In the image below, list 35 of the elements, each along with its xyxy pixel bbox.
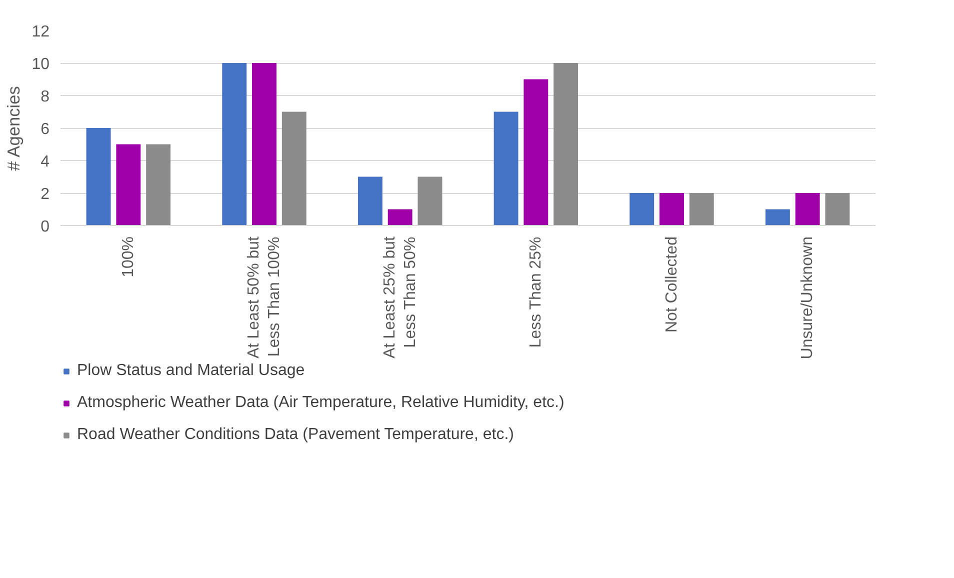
bar: [689, 193, 714, 226]
bar: [524, 79, 548, 226]
y-tick-label: 2: [40, 186, 50, 203]
y-tick-label: 6: [40, 121, 50, 138]
bar: [630, 193, 654, 226]
y-tick-label: 12: [32, 24, 50, 40]
bar: [388, 209, 412, 226]
x-tick-label: Not Collected: [663, 236, 680, 333]
y-tick-label: 4: [40, 154, 50, 170]
bar: [358, 176, 382, 226]
bar: [494, 112, 518, 226]
bar: [554, 63, 578, 226]
bar: [795, 193, 820, 226]
bar: [825, 193, 850, 226]
bar: [252, 63, 276, 226]
y-tick-label: 10: [32, 56, 50, 73]
bar: [222, 63, 247, 226]
x-tick-label: At Least 25% but Less Than 50%: [381, 236, 419, 358]
bar: [765, 209, 790, 226]
bar: [146, 144, 171, 226]
legend-label: Atmospheric Weather Data (Air Temperature, Relative Humidity, etc.): [77, 394, 564, 412]
bar: [116, 144, 141, 226]
x-tick-label: Less Than 25%: [527, 236, 544, 348]
bar: [418, 176, 442, 226]
bar: [86, 128, 111, 226]
legend-label: Road Weather Conditions Data (Pavement Temperature, etc.): [77, 426, 514, 444]
y-axis-title: # Agencies: [4, 86, 24, 171]
y-tick-label: 0: [40, 218, 50, 236]
x-tick-label: At Least 50% but Less Than 100%: [246, 236, 283, 358]
x-tick-label: 100%: [120, 236, 137, 278]
x-tick-label: Unsure/Unknown: [799, 236, 816, 360]
bar: [282, 112, 306, 226]
legend-label: Plow Status and Material Usage: [77, 362, 305, 380]
bar: [660, 193, 684, 226]
y-tick-label: 8: [40, 88, 50, 106]
